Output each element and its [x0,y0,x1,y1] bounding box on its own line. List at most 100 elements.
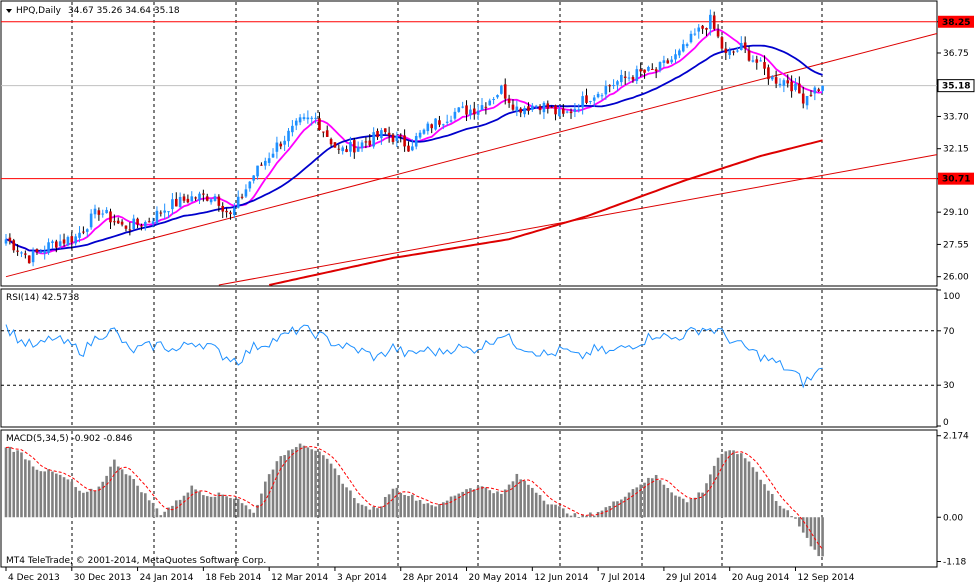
macd-bar [202,495,205,518]
macd-bar [356,503,360,518]
macd-bar [66,479,70,518]
candle-body [151,221,155,224]
macd-bar [387,494,391,518]
candle-body [244,189,248,197]
candle-body [631,77,635,80]
macd-bar [407,495,410,518]
macd-bar [287,450,290,518]
macd-bar [403,494,406,518]
candle-body [209,199,213,203]
macd-bar [569,515,573,518]
candle-body [66,237,70,246]
candle-body [523,107,526,115]
macd-bar [209,496,213,518]
candle-body [794,83,797,90]
macd-bar [767,490,770,518]
candle-body [658,62,662,71]
macd-bar [229,497,232,518]
price-axis: 36.75 33.70 32.15 29.10 27.55 26.00 38.25 30.71… [937,15,975,283]
macd-bar [217,492,221,518]
macd-bar [623,496,627,518]
price-tick-label: 33.70 [943,112,969,122]
candle-body [12,240,16,251]
dropdown-triangle-icon[interactable] [6,9,12,13]
candle-body [252,175,255,181]
candle-body [604,86,608,95]
candle-body [685,44,689,47]
macd-bar [383,496,387,518]
macd-bar [109,466,112,518]
candle-body [368,140,372,146]
time-tick-label: 30 Dec 2013 [74,573,132,583]
macd-bar [798,517,801,527]
macd-bar [62,477,66,518]
price-levels [1,21,937,180]
candle-body [116,220,120,224]
candle-body [709,14,712,29]
macd-bar [418,500,422,518]
macd-bar [167,507,170,518]
candle-body [407,145,410,152]
candle-body [716,30,720,37]
candle-body [275,142,279,152]
candle-body [647,66,650,71]
macd-bar [484,487,488,518]
candle-body [445,121,449,123]
candle-body [801,93,805,104]
candle-body [24,253,27,255]
macd-bar [55,473,58,518]
macd-bar [445,500,449,518]
candle-body [387,132,391,136]
candle-body [569,111,573,114]
macd-bar [78,490,81,518]
macd-bar [712,465,716,518]
candle-body [198,193,201,201]
time-tick-label: 4 Dec 2013 [8,573,60,583]
candle-body [678,50,681,56]
macd-bar [778,505,782,518]
macd-bar [310,449,314,518]
macd-histogram [4,443,824,557]
candle-body [383,128,387,133]
candle-body [147,221,151,223]
candle-body [585,95,588,103]
macd-bar [171,505,174,518]
macd-bar [283,455,286,518]
macd-bar [600,510,604,518]
macd-bar [616,501,619,518]
macd-bar [604,507,608,518]
macd-bar [709,474,712,518]
ma-medium-line [5,44,823,252]
macd-bar [809,517,813,547]
candle-body [341,147,344,152]
candle-body [608,85,612,87]
rsi-panel [0,288,938,428]
candle-body [109,211,112,223]
candle-body [573,108,577,113]
macd-bar [263,481,267,518]
candle-body [31,250,35,263]
candle-body [422,129,426,134]
macd-bar [480,486,484,518]
candle-body [310,117,314,119]
candle-body [391,134,395,142]
macd-bar [469,488,472,518]
macd-bar [457,493,461,518]
macd-bar [399,492,403,518]
macd-bar [500,493,503,518]
candle-body [182,196,186,201]
macd-bar [685,502,689,518]
candle-body [8,237,12,242]
macd-bar [155,508,159,518]
macd-bar [472,489,476,518]
macd-bar [186,492,190,518]
macd-bar [116,466,120,518]
macd-bar [438,504,441,518]
macd-bar [333,468,337,518]
macd-bar [720,453,724,518]
macd-bar [256,504,259,518]
candle-body [314,117,317,119]
candle-body [759,60,762,62]
candle-body [449,120,453,122]
price-header: HPQ,Daily 34.67 35.26 34.64 35.18 [6,6,180,16]
